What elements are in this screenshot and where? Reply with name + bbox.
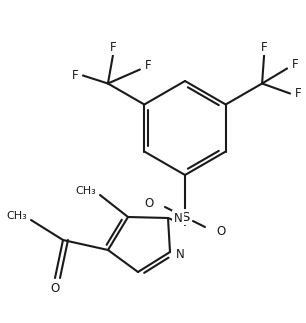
Text: O: O	[50, 282, 60, 295]
Text: F: F	[292, 58, 298, 71]
Text: O: O	[144, 196, 154, 210]
Text: N: N	[174, 212, 182, 224]
Text: F: F	[295, 87, 301, 100]
Text: S: S	[181, 211, 189, 224]
Text: CH₃: CH₃	[76, 186, 96, 196]
Text: O: O	[216, 224, 226, 237]
Text: N: N	[176, 247, 185, 261]
Text: CH₃: CH₃	[7, 211, 27, 221]
Text: F: F	[261, 41, 267, 54]
Text: F: F	[145, 59, 151, 72]
Text: F: F	[110, 41, 116, 54]
Text: F: F	[72, 69, 78, 82]
